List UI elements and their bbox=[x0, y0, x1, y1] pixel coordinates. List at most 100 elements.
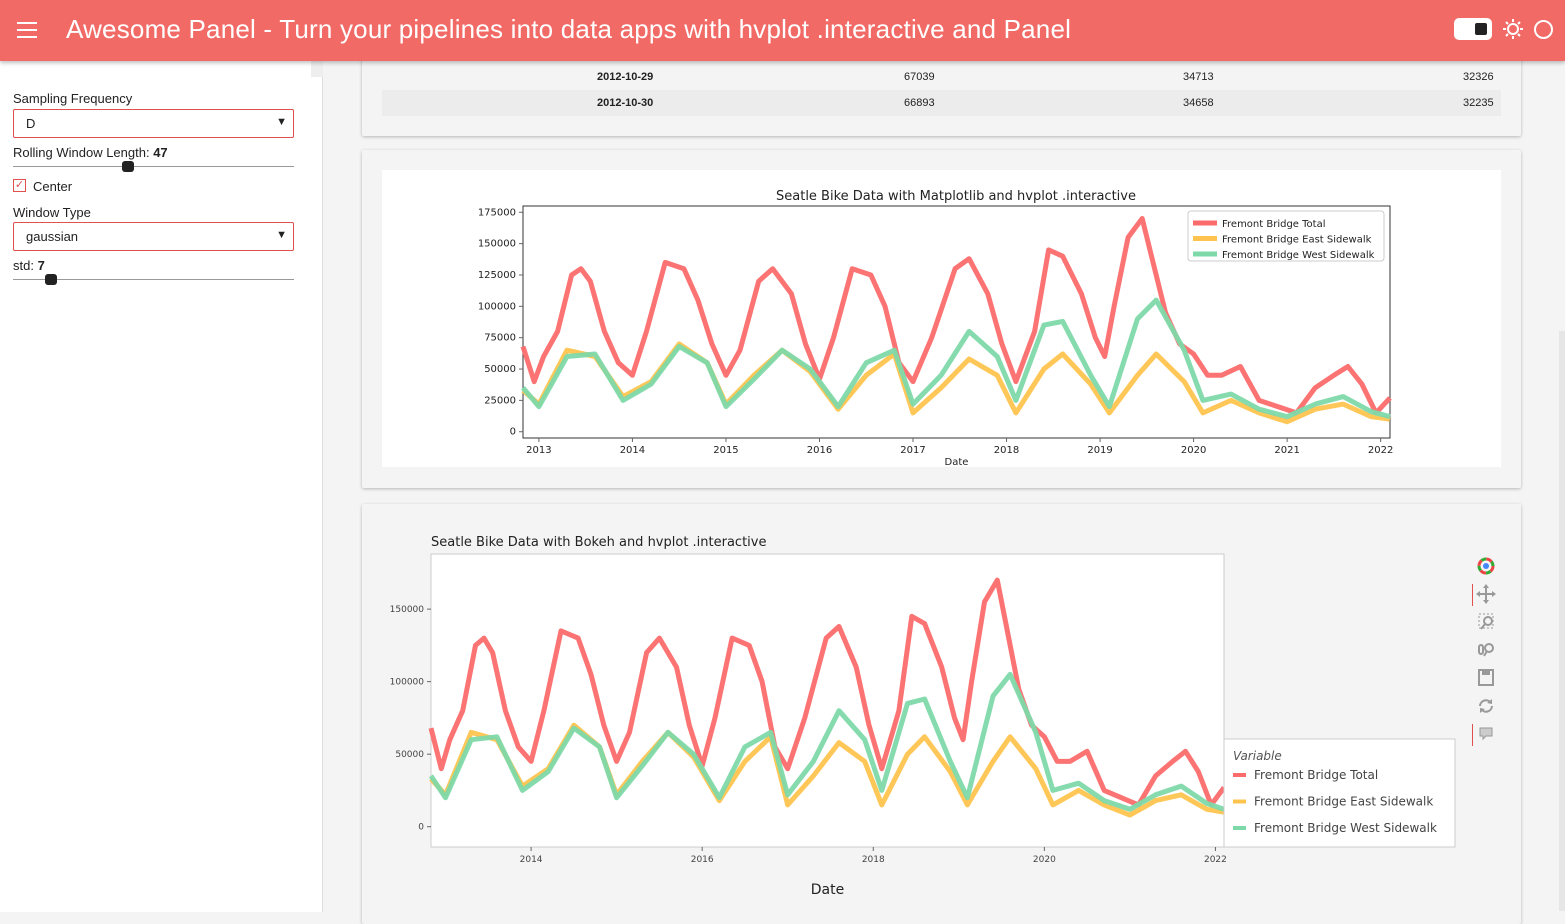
x-tick-label: 2014 bbox=[620, 445, 645, 456]
chart-title: Seatle Bike Data with Bokeh and hvplot .… bbox=[431, 535, 766, 550]
x-tick-label: 2016 bbox=[807, 445, 832, 456]
std-slider-handle[interactable] bbox=[44, 274, 57, 285]
series-line-0 bbox=[428, 577, 1227, 808]
sun-icon[interactable] bbox=[1502, 18, 1524, 40]
reset-icon[interactable] bbox=[1472, 693, 1500, 719]
sampling-frequency-select[interactable]: D ▼ bbox=[13, 109, 294, 138]
table-row: 2012-10-29 67039 34713 32326 bbox=[382, 64, 1501, 90]
std-slider-track[interactable] bbox=[13, 279, 294, 280]
table-cell-west: 32235 bbox=[1463, 97, 1494, 109]
bokeh-logo-icon[interactable] bbox=[1472, 553, 1500, 579]
table-cell-total: 67039 bbox=[904, 71, 935, 83]
x-axis-label: Date bbox=[811, 882, 844, 898]
box-zoom-icon[interactable] bbox=[1472, 609, 1500, 635]
legend-label-1: Fremont Bridge East Sidewalk bbox=[1222, 235, 1372, 246]
x-tick-label: 2018 bbox=[862, 855, 885, 865]
table-cell-west: 32326 bbox=[1463, 71, 1494, 83]
y-tick-label: 75000 bbox=[484, 333, 516, 344]
legend-box bbox=[1223, 738, 1456, 848]
table-cell-date: 2012-10-29 bbox=[597, 71, 654, 83]
y-tick-label: 175000 bbox=[478, 207, 516, 218]
x-tick-label: 2021 bbox=[1274, 445, 1299, 456]
y-tick-label: 50000 bbox=[484, 364, 516, 375]
header-actions bbox=[1454, 18, 1553, 40]
x-tick-label: 2020 bbox=[1033, 855, 1056, 865]
table-cell-total: 66893 bbox=[904, 97, 935, 109]
sampling-frequency-value: D bbox=[26, 116, 36, 131]
sidebar-scrollbar[interactable] bbox=[311, 61, 323, 77]
rolling-window-slider-handle[interactable] bbox=[122, 161, 135, 172]
legend-label-1: Fremont Bridge East Sidewalk bbox=[1254, 795, 1433, 809]
legend-box bbox=[1187, 210, 1385, 262]
bokeh-chart: Seatle Bike Data with Bokeh and hvplot .… bbox=[390, 535, 1456, 898]
y-tick-label: 150000 bbox=[478, 239, 516, 250]
table-row: 2012-10-30 66893 34658 32235 bbox=[382, 90, 1501, 116]
x-tick-label: 2020 bbox=[1181, 445, 1206, 456]
std-value: 7 bbox=[37, 258, 45, 273]
rolling-window-label: Rolling Window Length: 47 bbox=[13, 145, 168, 160]
pan-icon[interactable] bbox=[1472, 581, 1500, 607]
legend-label-2: Fremont Bridge West Sidewalk bbox=[1222, 250, 1375, 261]
x-axis-label: Date bbox=[945, 457, 969, 467]
theme-toggle-icon[interactable] bbox=[1454, 18, 1492, 40]
series-line-2 bbox=[521, 297, 1391, 420]
save-icon[interactable] bbox=[1472, 665, 1500, 691]
main-scrollbar[interactable] bbox=[1559, 331, 1565, 911]
sampling-frequency-label: Sampling Frequency bbox=[13, 91, 133, 106]
x-tick-label: 2022 bbox=[1204, 855, 1227, 865]
center-label: Center bbox=[33, 179, 73, 194]
x-tick-label: 2017 bbox=[900, 445, 925, 456]
y-tick-label: 125000 bbox=[478, 270, 516, 281]
std-label: std: 7 bbox=[13, 258, 45, 273]
window-type-select[interactable]: gaussian ▼ bbox=[13, 222, 294, 251]
legend-label-0: Fremont Bridge Total bbox=[1222, 219, 1326, 230]
app-title: Awesome Panel - Turn your pipelines into… bbox=[66, 14, 1072, 44]
y-tick-label: 0 bbox=[510, 427, 516, 438]
std-label-text: std: bbox=[13, 258, 38, 273]
y-tick-label: 150000 bbox=[390, 605, 425, 615]
legend-label-0: Fremont Bridge Total bbox=[1254, 768, 1378, 782]
x-tick-label: 2018 bbox=[994, 445, 1019, 456]
rolling-window-slider-track[interactable] bbox=[13, 166, 294, 167]
x-tick-label: 2019 bbox=[1087, 445, 1112, 456]
rolling-window-value: 47 bbox=[153, 145, 168, 160]
x-tick-label: 2014 bbox=[520, 855, 543, 865]
y-tick-label: 100000 bbox=[478, 301, 516, 312]
table-card: 2012-10-29 67039 34713 32326 2012-10-30 … bbox=[362, 51, 1521, 136]
main-content: 2012-10-29 67039 34713 32326 2012-10-30 … bbox=[324, 51, 1565, 924]
wheel-zoom-icon[interactable] bbox=[1472, 637, 1500, 663]
y-tick-label: 0 bbox=[418, 823, 424, 833]
series-line-2 bbox=[428, 671, 1225, 812]
circle-icon[interactable] bbox=[1534, 19, 1553, 39]
window-type-label: Window Type bbox=[13, 205, 91, 220]
chevron-down-icon: ▼ bbox=[276, 229, 287, 241]
window-type-value: gaussian bbox=[26, 229, 79, 244]
matplotlib-card: Seatle Bike Data with Matplotlib and hvp… bbox=[362, 150, 1521, 488]
table-cell-east: 34713 bbox=[1183, 71, 1214, 83]
y-tick-label: 50000 bbox=[395, 750, 424, 760]
table-cell-date: 2012-10-30 bbox=[597, 97, 654, 109]
y-tick-label: 100000 bbox=[390, 678, 425, 688]
matplotlib-chart: Seatle Bike Data with Matplotlib and hvp… bbox=[478, 189, 1394, 468]
legend-title: Variable bbox=[1233, 749, 1282, 763]
matplotlib-panel: Seatle Bike Data with Matplotlib and hvp… bbox=[382, 170, 1501, 468]
center-checkbox[interactable]: ✓ bbox=[13, 179, 26, 192]
x-tick-label: 2013 bbox=[526, 445, 551, 456]
x-tick-label: 2015 bbox=[713, 445, 738, 456]
legend: Variable Fremont Bridge Total Fremont Brid… bbox=[1223, 738, 1456, 848]
legend-label-2: Fremont Bridge West Sidewalk bbox=[1254, 821, 1437, 835]
series-line-0 bbox=[520, 216, 1392, 416]
legend: Fremont Bridge Total Fremont Bridge East … bbox=[1187, 210, 1385, 262]
y-tick-label: 25000 bbox=[484, 395, 516, 406]
rolling-window-label-text: Rolling Window Length: bbox=[13, 145, 154, 160]
table-cell-east: 34658 bbox=[1183, 97, 1214, 109]
x-tick-label: 2022 bbox=[1368, 445, 1393, 456]
bokeh-card: Seatle Bike Data with Bokeh and hvplot .… bbox=[362, 504, 1521, 924]
sidebar: Sampling Frequency D ▼ Rolling Window Le… bbox=[0, 61, 323, 912]
chevron-down-icon: ▼ bbox=[276, 116, 287, 128]
app-header: Awesome Panel - Turn your pipelines into… bbox=[0, 0, 1565, 61]
hover-icon[interactable] bbox=[1472, 721, 1500, 747]
chart-title: Seatle Bike Data with Matplotlib and hvp… bbox=[776, 189, 1136, 204]
menu-icon[interactable] bbox=[17, 22, 37, 38]
x-tick-label: 2016 bbox=[691, 855, 714, 865]
